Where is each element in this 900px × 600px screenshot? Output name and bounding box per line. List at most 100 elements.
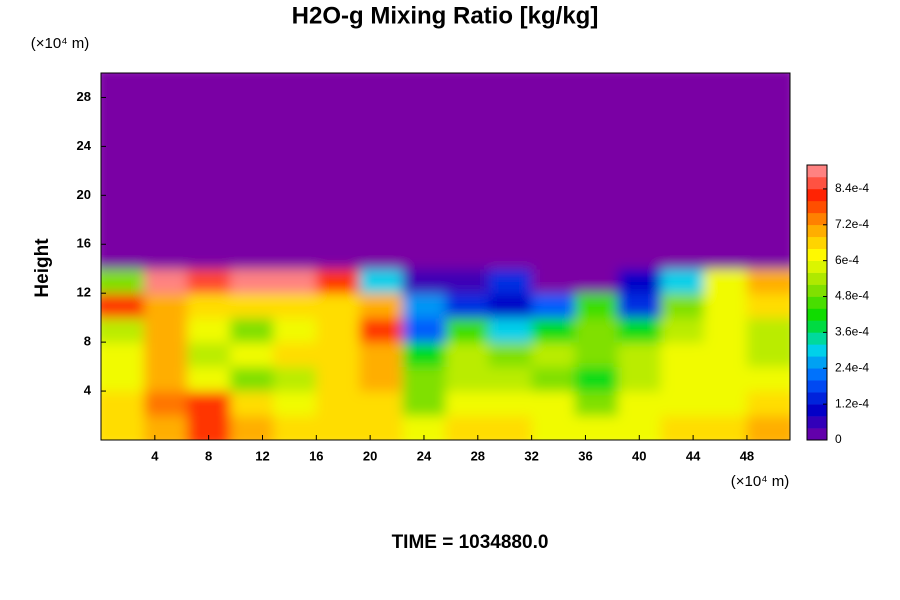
cell: [187, 366, 231, 392]
cell: [703, 73, 748, 98]
cell: [488, 97, 533, 123]
cell: [531, 170, 576, 196]
x-tick-label: 16: [309, 448, 323, 463]
cell: [703, 293, 748, 319]
cell: [660, 268, 705, 294]
cell: [402, 391, 446, 417]
cell: [101, 366, 145, 392]
cell: [316, 415, 360, 440]
cell: [703, 195, 748, 221]
cell: [187, 195, 231, 221]
y-tick-label: 8: [84, 334, 91, 349]
cell: [273, 195, 317, 221]
cell: [488, 195, 533, 221]
cell: [746, 391, 790, 417]
cell: [445, 342, 490, 368]
cell: [703, 219, 748, 245]
cell: [402, 415, 446, 440]
cell: [703, 146, 748, 172]
cell: [660, 146, 705, 172]
cell: [273, 219, 317, 245]
cell: [617, 195, 662, 221]
cell: [144, 342, 188, 368]
colorbar-swatch: [807, 176, 827, 190]
cell: [703, 268, 748, 294]
colorbar-tick-label: 7.2e-4: [835, 217, 869, 231]
cell: [531, 219, 576, 245]
cell: [316, 73, 360, 98]
cell: [574, 73, 619, 98]
cell: [144, 391, 188, 417]
cell: [101, 268, 145, 294]
cell: [101, 342, 145, 368]
cell: [746, 244, 790, 270]
colorbar-swatch: [807, 344, 827, 357]
cell: [359, 366, 403, 392]
cell: [445, 219, 490, 245]
field: [101, 73, 790, 440]
cell: [230, 73, 274, 98]
y-tick-label: 12: [77, 285, 91, 300]
colorbar-swatch: [807, 356, 827, 369]
cell: [359, 170, 403, 196]
cell: [187, 146, 231, 172]
cell: [617, 415, 662, 440]
cell: [488, 415, 533, 440]
x-tick-label: 40: [632, 448, 646, 463]
cell: [703, 317, 748, 343]
x-unit: (×10⁴ m): [731, 473, 790, 490]
cell: [273, 244, 317, 270]
cell: [660, 219, 705, 245]
cell: [230, 415, 274, 440]
cell: [703, 244, 748, 270]
cell: [660, 366, 705, 392]
colorbar-swatch: [807, 260, 827, 273]
cell: [402, 268, 446, 294]
y-tick-label: 24: [77, 138, 92, 153]
cell: [617, 366, 662, 392]
colorbar-swatch: [807, 284, 827, 297]
cell: [316, 121, 360, 147]
colorbar-swatch: [807, 320, 827, 333]
cell: [144, 366, 188, 392]
cell: [574, 244, 619, 270]
cell: [574, 97, 619, 123]
cell: [230, 121, 274, 147]
cell: [660, 121, 705, 147]
x-tick-label: 4: [151, 448, 159, 463]
x-tick-label: 24: [417, 448, 432, 463]
cell: [230, 219, 274, 245]
cell: [445, 268, 490, 294]
cell: [144, 268, 188, 294]
cell: [445, 121, 490, 147]
cell: [660, 97, 705, 123]
cell: [273, 391, 317, 417]
cell: [617, 73, 662, 98]
cell: [273, 366, 317, 392]
cell: [316, 244, 360, 270]
cell: [531, 146, 576, 172]
cell: [746, 219, 790, 245]
cell: [531, 293, 576, 319]
cell: [488, 121, 533, 147]
colorbar-swatch: [807, 380, 827, 393]
cell: [746, 366, 790, 392]
cell: [402, 73, 446, 98]
cell: [230, 268, 274, 294]
cell: [273, 268, 317, 294]
cell: [574, 195, 619, 221]
cell: [230, 97, 274, 123]
cell: [144, 97, 188, 123]
cell: [230, 293, 274, 319]
cell: [488, 170, 533, 196]
cell: [187, 73, 231, 98]
cell: [531, 366, 576, 392]
cell: [402, 97, 446, 123]
colorbar-swatch: [807, 404, 827, 417]
cell: [703, 121, 748, 147]
cell: [660, 195, 705, 221]
cell: [402, 219, 446, 245]
cell: [187, 219, 231, 245]
cell: [359, 342, 403, 368]
cell: [273, 170, 317, 196]
